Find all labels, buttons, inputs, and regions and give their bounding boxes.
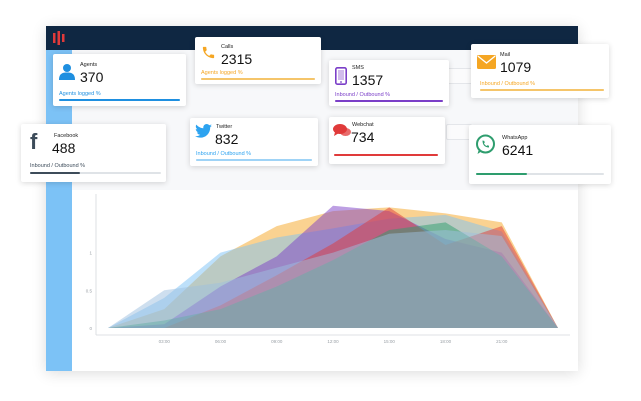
twitter-bird-icon [195,124,212,138]
agents-subtitle: Agents logged % [59,91,101,97]
facebook-progress-bar [30,172,161,174]
facebook-card[interactable]: f Facebook 488 Inbound / Outbound % [21,124,166,182]
calls-progress-bar [201,78,315,80]
sms-label: SMS [352,65,364,71]
brand-logo-icon [53,31,65,45]
x-tick-label: 18:00 [440,339,452,344]
whatsapp-value: 6241 [502,142,534,158]
twitter-label: Twitter [216,124,233,130]
whatsapp-label: WhatsApp [502,135,528,141]
x-tick-label: 21:00 [496,339,508,344]
webchat-progress-fill [334,154,438,156]
whatsapp-progress-fill [476,173,528,175]
sms-progress-fill [335,100,443,102]
webchat-value: 734 [351,129,375,145]
x-tick-label: 15:00 [384,339,396,344]
agents-label: Agents [80,62,98,68]
mail-subtitle: Inbound / Outbound % [480,81,536,87]
sms-progress-bar [335,100,443,102]
calls-progress-fill [201,78,315,80]
mail-card[interactable]: Mail 1079 Inbound / Outbound % [471,44,609,98]
twitter-subtitle: Inbound / Outbound % [196,151,252,157]
sms-subtitle: Inbound / Outbound % [335,92,391,98]
facebook-value: 488 [52,140,76,156]
webchat-progress-bar [334,154,438,156]
sms-card[interactable]: SMS 1357 Inbound / Outbound % [329,60,449,106]
x-tick-label: 12:00 [327,339,339,344]
twitter-progress-fill [196,159,312,161]
x-tick-label: 06:00 [215,339,227,344]
twitter-card[interactable]: Twitter 832 Inbound / Outbound % [190,118,318,166]
envelope-icon [477,55,496,69]
calls-value: 2315 [221,51,253,67]
x-tick-label: 09:00 [271,339,283,344]
traffic-area-chart: 0 0.5 1 03:00 06:00 09:00 12:00 15:00 18:00 21:00 [86,194,570,344]
calls-card[interactable]: Calls 2315 Agents logged % [195,37,321,84]
area-series-5 [108,229,558,328]
mail-progress-fill [480,89,604,91]
user-icon [59,64,75,80]
whatsapp-card[interactable]: WhatsApp 6241 [469,125,611,184]
y-tick-label: 0.5 [86,288,93,293]
x-tick-label: 03:00 [159,339,171,344]
twitter-progress-bar [196,159,312,161]
agents-progress-bar [59,99,180,101]
facebook-icon: f [30,129,38,154]
agents-value: 370 [80,69,104,85]
chat-bubbles-icon [333,124,351,136]
calls-subtitle: Agents logged % [201,70,243,76]
facebook-label: Facebook [54,133,79,139]
webchat-label: Webchat [352,122,374,128]
calls-label: Calls [221,44,234,50]
whatsapp-icon [476,134,495,154]
mobile-phone-icon [335,67,347,85]
y-tick-label: 0 [89,326,92,331]
mail-value: 1079 [500,59,532,75]
facebook-progress-fill [30,172,80,174]
sms-value: 1357 [352,72,384,88]
y-tick-label: 1 [89,251,92,256]
whatsapp-progress-bar [476,173,604,175]
webchat-card[interactable]: Webchat 734 [329,117,445,164]
agents-progress-fill [59,99,180,101]
facebook-subtitle: Inbound / Outbound % [30,163,86,169]
agents-card[interactable]: Agents 370 Agents logged % [53,54,186,106]
mail-label: Mail [500,52,511,58]
mail-progress-bar [480,89,604,91]
twitter-value: 832 [215,131,239,147]
phone-icon [202,46,215,59]
